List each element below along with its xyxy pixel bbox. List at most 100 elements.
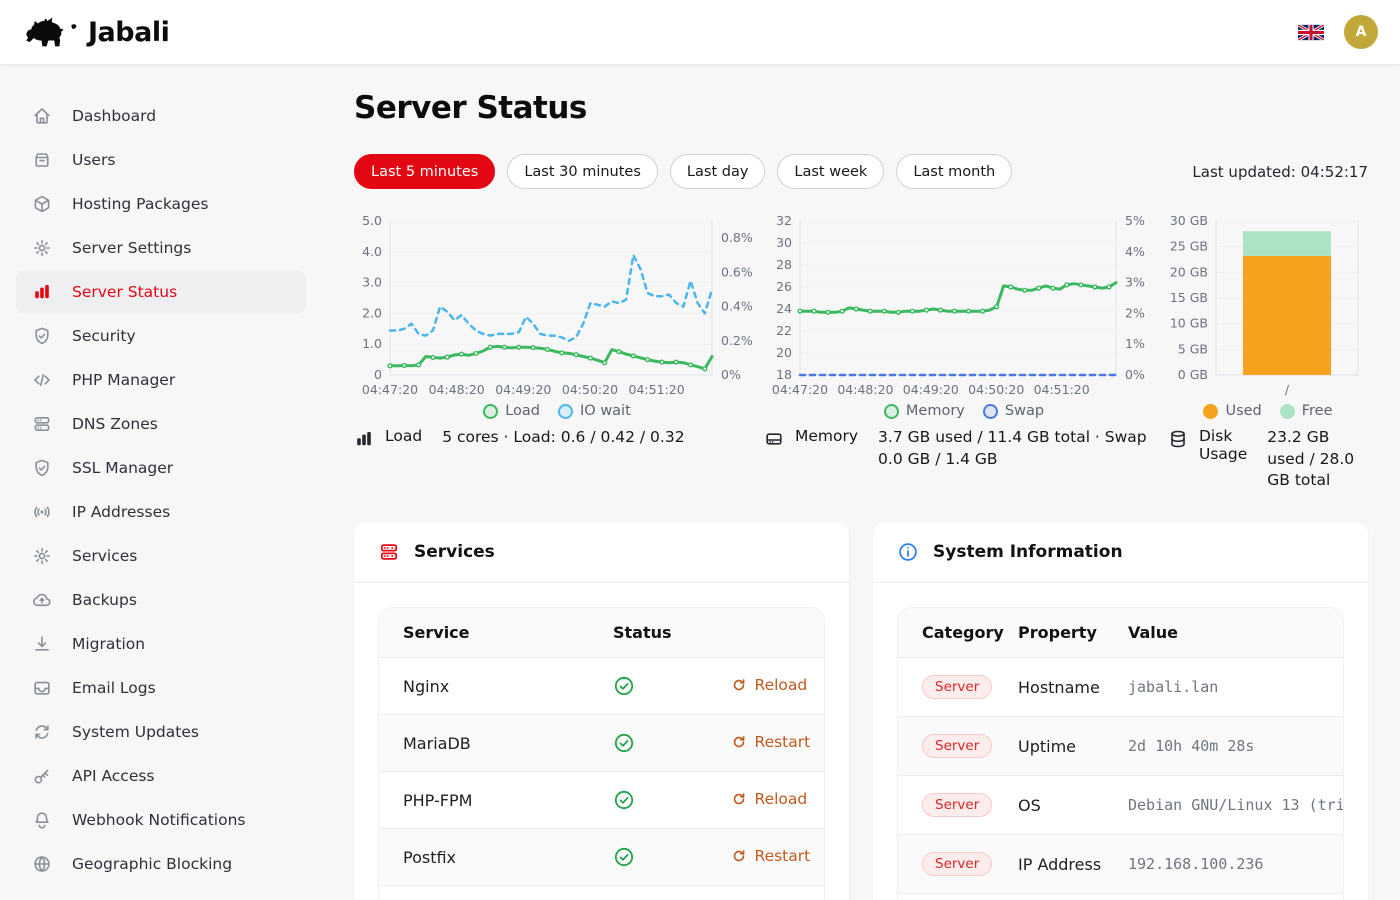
category-badge: Server (922, 734, 992, 758)
service-name: MariaDB (379, 715, 589, 772)
sidebar-item-webhook-notifications[interactable]: Webhook Notifications (16, 798, 306, 842)
sidebar-item-ip-addresses[interactable]: IP Addresses (16, 490, 306, 534)
database-icon (1168, 429, 1188, 449)
restart-button[interactable]: Restart (731, 847, 811, 865)
sidebar-item-geographic-blocking[interactable]: Geographic Blocking (16, 842, 306, 886)
category-badge: Server (922, 793, 992, 817)
services-col-header (707, 608, 825, 658)
sidebar-item-label: System Updates (72, 723, 199, 741)
shield-check-icon (32, 458, 52, 478)
svg-text:04:47:20: 04:47:20 (362, 382, 418, 397)
svg-text:2.0: 2.0 (362, 305, 382, 320)
time-range-button-last-5-minutes[interactable]: Last 5 minutes (354, 154, 495, 189)
time-range-button-last-day[interactable]: Last day (670, 154, 765, 189)
property-name: IP Address (1018, 835, 1128, 894)
sidebar-item-server-settings[interactable]: Server Settings (16, 226, 306, 270)
svg-text:0%: 0% (721, 367, 741, 382)
svg-text:5 GB: 5 GB (1178, 341, 1208, 356)
service-name: PHP-FPM (379, 772, 589, 829)
system-info-row-ip-address: ServerIP Address192.168.100.236 (898, 835, 1343, 894)
sidebar-item-services[interactable]: Services (16, 534, 306, 578)
status-ok-icon (613, 846, 635, 868)
sidebar-item-users[interactable]: Users (16, 138, 306, 182)
sidebar-item-dns-zones[interactable]: DNS Zones (16, 402, 306, 446)
sidebar-item-dashboard[interactable]: Dashboard (16, 94, 306, 138)
server-stack-icon (32, 414, 52, 434)
svg-text:1.0: 1.0 (362, 336, 382, 351)
reload-button[interactable]: Reload (731, 790, 808, 808)
svg-text:0.8%: 0.8% (721, 230, 753, 245)
property-name: OS (1018, 776, 1128, 835)
sidebar: Dashboard UsersHosting PackagesServer Set… (0, 64, 322, 900)
svg-text:4%: 4% (1125, 244, 1145, 259)
sidebar-item-hosting-packages[interactable]: Hosting Packages (16, 182, 306, 226)
svg-text:04:48:20: 04:48:20 (429, 382, 485, 397)
service-name: Dovecot (379, 886, 589, 900)
sidebar-item-label: API Access (72, 767, 155, 785)
stat-memory: Memory3.7 GB used / 11.4 GB total · Swap… (764, 427, 1164, 492)
sidebar-item-label: Geographic Blocking (72, 855, 232, 873)
system-info-table: CategoryPropertyValue ServerHostnamejaba… (898, 608, 1343, 900)
system-info-col-header: Category (898, 608, 1018, 658)
sidebar-item-label: Services (72, 547, 137, 565)
property-value: 113 (1128, 894, 1343, 900)
sidebar-item-email-logs[interactable]: Email Logs (16, 666, 306, 710)
stat-label: Load (385, 427, 422, 445)
restart-button[interactable]: Restart (731, 733, 811, 751)
key-icon (32, 766, 52, 786)
gear-icon (32, 238, 52, 258)
svg-text:32: 32 (776, 213, 792, 228)
svg-text:30 GB: 30 GB (1170, 213, 1208, 228)
time-range-button-last-week[interactable]: Last week (777, 154, 884, 189)
sidebar-item-php-manager[interactable]: PHP Manager (16, 358, 306, 402)
sidebar-item-api-access[interactable]: API Access (16, 754, 306, 798)
legend-dot-icon (483, 404, 498, 419)
memory-chart: 18202224262830320%1%2%3%4%5%04:47:2004:4… (764, 211, 1164, 419)
svg-text:26: 26 (776, 279, 792, 294)
svg-text:18: 18 (776, 367, 792, 382)
system-info-card-title: System Information (933, 542, 1123, 562)
sidebar-item-label: SSL Manager (72, 459, 173, 477)
svg-text:/: / (1285, 382, 1290, 397)
users-icon (32, 150, 52, 170)
refresh-icon (731, 677, 747, 693)
time-range-button-last-30-minutes[interactable]: Last 30 minutes (507, 154, 658, 189)
broadcast-icon (32, 502, 52, 522)
svg-text:04:51:20: 04:51:20 (629, 382, 685, 397)
avatar-button[interactable]: A (1344, 15, 1378, 49)
sidebar-item-backups[interactable]: Backups (16, 578, 306, 622)
sidebar-item-migration[interactable]: Migration (16, 622, 306, 666)
language-flag-button[interactable] (1298, 24, 1324, 41)
sidebar-item-label: Dashboard (72, 107, 156, 125)
brand[interactable]: Jabali (22, 13, 169, 51)
download-icon (32, 634, 52, 654)
legend-item: Used (1203, 403, 1261, 419)
time-range-button-last-month[interactable]: Last month (896, 154, 1012, 189)
sidebar-item-ssl-manager[interactable]: SSL Manager (16, 446, 306, 490)
last-updated: Last updated: 04:52:17 (1192, 163, 1368, 181)
server-stack-icon (378, 541, 400, 563)
sidebar-item-security[interactable]: Security (16, 314, 306, 358)
stat-label: Disk Usage (1199, 427, 1247, 463)
load-chart: 01.02.03.04.05.00%0.2%0.4%0.6%0.8%04:47:… (354, 211, 760, 419)
svg-text:04:50:20: 04:50:20 (562, 382, 618, 397)
legend-dot-icon (884, 404, 899, 419)
sidebar-item-system-updates[interactable]: System Updates (16, 710, 306, 754)
uk-flag-icon (1298, 24, 1324, 41)
svg-text:0.6%: 0.6% (721, 264, 753, 279)
services-col-header: Status (589, 608, 707, 658)
legend-item: Load (483, 403, 540, 419)
legend-item: Free (1280, 403, 1333, 419)
reload-button[interactable]: Reload (731, 676, 808, 694)
package-icon (32, 194, 52, 214)
bell-icon (32, 810, 52, 830)
property-value: 2d 10h 40m 28s (1128, 717, 1343, 776)
svg-text:0: 0 (374, 367, 382, 382)
svg-text:0.2%: 0.2% (721, 333, 753, 348)
sidebar-item-server-status[interactable]: Server Status (16, 270, 306, 314)
svg-text:15 GB: 15 GB (1170, 290, 1208, 305)
svg-text:28: 28 (776, 257, 792, 272)
svg-text:10 GB: 10 GB (1170, 316, 1208, 331)
stat-label: Memory (795, 427, 858, 445)
system-info-col-header: Value (1128, 608, 1343, 658)
